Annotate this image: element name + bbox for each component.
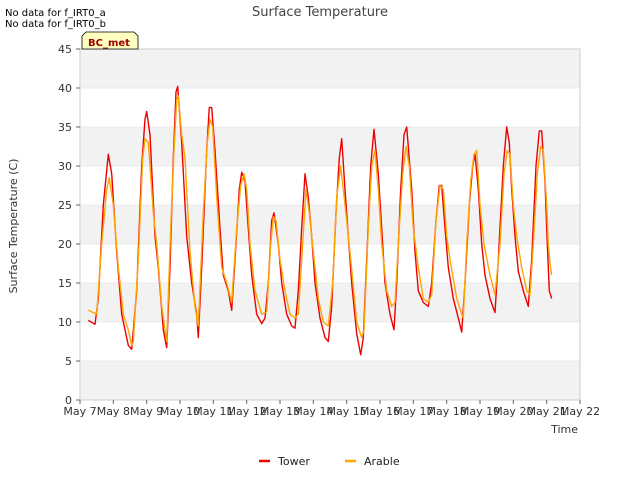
background-band (80, 49, 580, 88)
x-tick-label: May 22 (560, 405, 600, 418)
background-band (80, 205, 580, 244)
y-axis: 0 5 10 15 20 25 30 35 40 45 (58, 43, 80, 407)
y-tick-label: 0 (65, 394, 72, 407)
legend-label-tower: Tower (277, 455, 310, 468)
x-tick-label: May 14 (293, 405, 333, 418)
chart-title: Surface Temperature (252, 5, 388, 20)
x-tick-label: May 9 (130, 405, 163, 418)
plot-background (80, 49, 580, 400)
no-data-note-b: No data for f_IRT0_b (5, 19, 106, 30)
x-tick-label: May 18 (427, 405, 467, 418)
x-tick-label: May 17 (393, 405, 433, 418)
y-tick-label: 40 (58, 82, 72, 95)
x-tick-label: May 21 (527, 405, 567, 418)
x-tick-label: May 7 (63, 405, 96, 418)
legend-label-arable: Arable (364, 455, 400, 468)
series-line-tower (87, 85, 553, 356)
series-line-arable (88, 95, 553, 347)
y-tick-label: 5 (65, 355, 72, 368)
x-tick-label: May 19 (460, 405, 500, 418)
x-tick-label: May 13 (260, 405, 300, 418)
gridlines (80, 48, 580, 401)
x-tick-label: May 12 (227, 405, 267, 418)
x-tick-label: May 16 (360, 405, 400, 418)
bc-met-badge: BC_met (81, 31, 139, 50)
legend: Tower Arable (259, 455, 400, 468)
y-tick-label: 35 (58, 121, 72, 134)
badge-shape (81, 31, 139, 50)
series-lines (87, 85, 553, 356)
plot-frame (79, 48, 581, 401)
background-band (80, 361, 580, 400)
y-tick-label: 30 (58, 160, 72, 173)
x-tick-label: May 20 (493, 405, 533, 418)
y-tick-label: 25 (58, 199, 72, 212)
y-axis-label: Surface Temperature (C) (7, 159, 20, 294)
y-tick-label: 15 (58, 277, 72, 290)
y-tick-label: 10 (58, 316, 72, 329)
x-tick-label: May 10 (160, 405, 200, 418)
no-data-note-a: No data for f_IRT0_a (5, 8, 106, 19)
x-tick-label: May 8 (97, 405, 130, 418)
y-tick-label: 20 (58, 238, 72, 251)
badge-label: BC_met (88, 38, 130, 49)
x-tick-label: May 11 (193, 405, 233, 418)
x-tick-label: May 15 (327, 405, 367, 418)
x-axis-label: Time (550, 423, 578, 436)
background-band (80, 127, 580, 166)
y-tick-label: 45 (58, 43, 72, 56)
